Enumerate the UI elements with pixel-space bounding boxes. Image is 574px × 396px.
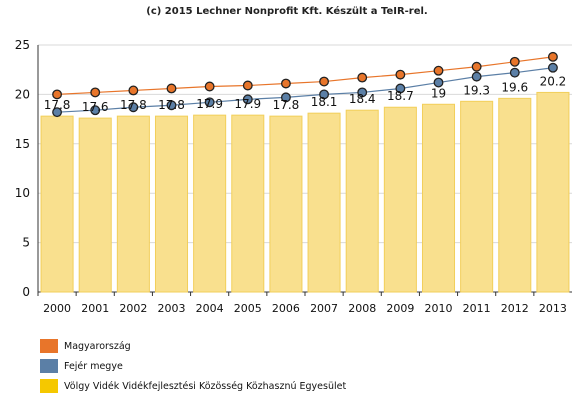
data-point <box>509 56 520 67</box>
data-point <box>471 61 482 72</box>
x-tick-label: 2013 <box>539 302 567 315</box>
bar-value-label: 18.4 <box>349 92 376 106</box>
data-point <box>319 76 330 87</box>
data-point <box>242 80 253 91</box>
data-point <box>52 89 63 100</box>
data-point <box>90 87 101 98</box>
bar <box>269 115 303 293</box>
x-tick-label: 2008 <box>348 302 376 315</box>
series-line <box>57 56 554 95</box>
data-point <box>319 89 330 100</box>
data-point <box>433 65 444 76</box>
x-tick-label: 2005 <box>234 302 262 315</box>
data-point <box>204 81 215 92</box>
legend-swatch-fejer <box>40 359 58 373</box>
x-tick-label: 2007 <box>310 302 338 315</box>
y-tick-label: 15 <box>15 137 30 151</box>
legend-label-volgy-videk: Völgy Vidék Vidékfejlesztési Közösség Kö… <box>64 380 347 392</box>
x-tick-label: 2003 <box>158 302 186 315</box>
data-point <box>547 51 558 62</box>
bar-value-label: 18.7 <box>387 89 414 103</box>
y-tick-label: 0 <box>22 285 30 299</box>
y-tick-label: 5 <box>22 236 30 250</box>
data-point <box>395 83 406 94</box>
legend-swatch-hungary <box>40 339 58 353</box>
legend-item-volgy-videk: Völgy Vidék Vidékfejlesztési Közösség Kö… <box>40 376 346 396</box>
bar <box>154 115 189 293</box>
bar-value-label: 20.2 <box>540 74 567 88</box>
bar-value-label: 17.8 <box>120 98 147 112</box>
y-tick-label: 10 <box>15 186 30 200</box>
data-point <box>128 85 139 96</box>
x-tick-label: 2006 <box>272 302 300 315</box>
data-point <box>242 94 253 105</box>
legend: Magyarország Fejér megye Völgy Vidék Vid… <box>40 336 346 396</box>
x-tick-label: 2004 <box>196 302 224 315</box>
x-tick-label: 2012 <box>501 302 529 315</box>
bar <box>536 91 570 293</box>
data-point <box>395 69 406 80</box>
bar <box>345 109 379 293</box>
bar <box>498 97 532 293</box>
bar-value-label: 19.6 <box>501 80 528 94</box>
bar-value-label: 19 <box>431 86 446 100</box>
data-point <box>547 62 558 73</box>
data-point <box>280 92 291 103</box>
data-point <box>52 107 63 118</box>
data-point <box>166 83 177 94</box>
y-tick-label: 20 <box>15 87 30 101</box>
series-line <box>57 67 554 113</box>
x-tick-label: 2002 <box>119 302 147 315</box>
data-point <box>509 67 520 78</box>
legend-item-hungary: Magyarország <box>40 336 346 356</box>
bar-value-label: 18.1 <box>311 95 338 109</box>
bar-value-label: 17.9 <box>196 97 223 111</box>
data-point <box>280 78 291 89</box>
bar <box>193 114 227 293</box>
bar <box>307 112 341 293</box>
y-tick-label: 25 <box>15 38 30 52</box>
chart-credit: (c) 2015 Lechner Nonprofit Kft. Készült … <box>146 6 428 17</box>
bar <box>78 117 112 293</box>
bar-value-label: 19.3 <box>463 83 490 97</box>
bar <box>116 115 150 293</box>
bar-value-label: 17.6 <box>82 100 109 114</box>
x-tick-label: 2001 <box>81 302 109 315</box>
x-tick-label: 2009 <box>386 302 414 315</box>
legend-item-fejer: Fejér megye <box>40 356 346 376</box>
bar <box>421 103 456 293</box>
bar-value-label: 17.9 <box>234 97 261 111</box>
bar <box>40 115 74 293</box>
data-point <box>433 77 444 88</box>
x-tick-label: 2011 <box>463 302 491 315</box>
x-tick-label: 2000 <box>43 302 71 315</box>
data-point <box>471 71 482 82</box>
bar <box>383 106 417 293</box>
legend-swatch-volgy-videk <box>40 379 58 393</box>
bar <box>460 100 494 293</box>
data-point <box>128 102 139 113</box>
bar-value-label: 17.8 <box>158 98 185 112</box>
data-point <box>357 72 368 83</box>
bar <box>231 114 265 293</box>
data-point <box>204 97 215 108</box>
bar-value-label: 17.8 <box>44 98 71 112</box>
legend-label-hungary: Magyarország <box>64 340 131 352</box>
legend-label-fejer: Fejér megye <box>64 360 123 372</box>
data-point <box>166 100 177 111</box>
data-point <box>90 105 101 116</box>
bar-value-label: 17.8 <box>273 98 300 112</box>
x-tick-label: 2010 <box>425 302 453 315</box>
data-point <box>357 87 368 98</box>
